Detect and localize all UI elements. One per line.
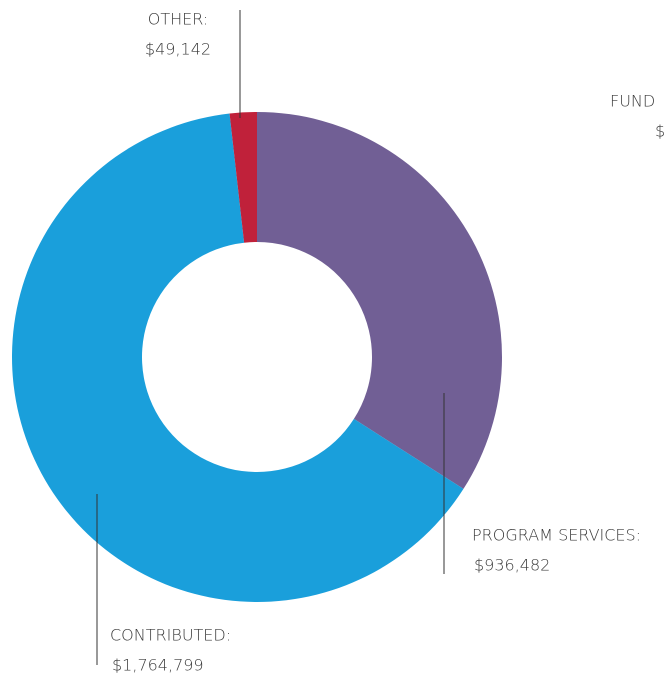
- slice-label: CONTRIBUTED:: [110, 626, 231, 645]
- slice-value: $936,482: [474, 556, 550, 575]
- cropped-label: FUND: [610, 92, 655, 111]
- donut-slice: [229, 112, 257, 243]
- slice-label: OTHER:: [148, 10, 209, 29]
- slice-value: $1,764,799: [112, 656, 204, 674]
- slice-label: PROGRAM SERVICES:: [472, 526, 641, 545]
- cropped-value: $: [655, 122, 665, 141]
- donut-slice: [12, 113, 464, 602]
- slice-value: $49,142: [145, 40, 211, 59]
- donut-slice: [257, 112, 502, 489]
